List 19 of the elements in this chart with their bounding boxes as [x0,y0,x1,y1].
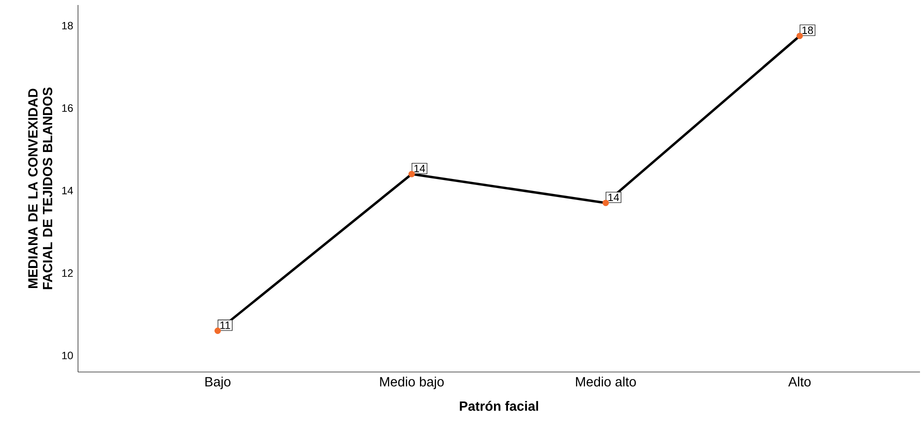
y-tick-label: 12 [62,269,73,277]
point [408,170,415,178]
point [602,200,609,206]
y-tick-label: 18 [62,22,73,30]
x-tick-label: Medio alto [576,376,636,386]
data-label: 14 [608,194,620,202]
x-tick-label: Bajo [205,376,230,390]
point [214,328,221,334]
y-axis-title: MEDIANA DE LA CONVEXIDAD FACIAL DE TEJIDOS BLANDOS [28,88,52,290]
data-label: 14 [414,164,426,172]
data-label: 11 [220,322,230,329]
data-label: 18 [802,26,813,34]
y-tick-label: 14 [62,186,73,194]
x-tick-label: Alto [788,376,811,386]
x-axis-title: Patrón facial [460,400,538,411]
y-tick-label: 10 [62,352,73,360]
y-tick-label: 16 [62,104,73,112]
point [796,32,803,40]
x-tick-label: Medio bajo [380,376,444,390]
